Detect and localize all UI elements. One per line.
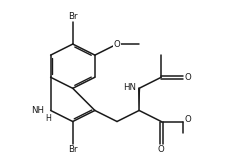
Text: O: O [185, 73, 191, 82]
Text: HN: HN [124, 83, 137, 92]
Text: NH: NH [31, 106, 44, 115]
Text: Br: Br [68, 145, 77, 154]
Text: Br: Br [68, 12, 77, 21]
Text: O: O [158, 145, 165, 154]
Polygon shape [138, 88, 140, 110]
Text: O: O [185, 115, 191, 124]
Text: O: O [114, 40, 120, 49]
Text: H: H [45, 114, 51, 123]
